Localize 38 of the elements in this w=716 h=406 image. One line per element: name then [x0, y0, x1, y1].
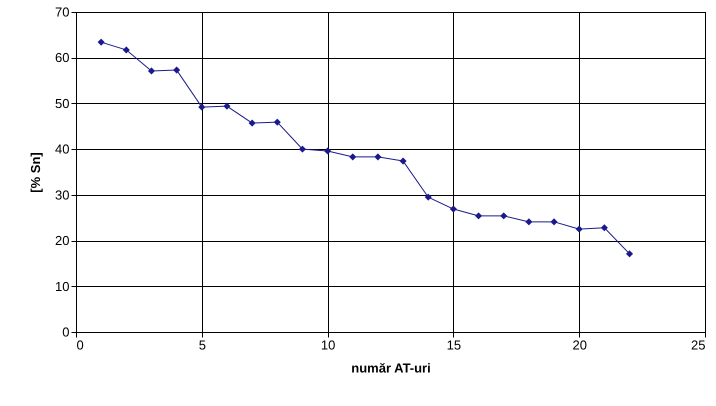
y-tick-label: 40	[55, 142, 70, 157]
point	[349, 153, 356, 160]
point	[274, 118, 281, 126]
y-tick-label: 0	[62, 324, 70, 340]
point	[550, 218, 558, 226]
x-tick-label: 15	[446, 338, 462, 352]
point	[148, 67, 156, 75]
point	[400, 157, 407, 165]
point	[500, 212, 508, 220]
y-tick-label: 70	[55, 4, 70, 20]
point	[450, 205, 457, 213]
point	[626, 250, 634, 258]
x-tick-label: 0	[76, 338, 84, 352]
point	[248, 120, 256, 127]
y-axis-title: [% Sn]	[28, 152, 44, 193]
y-tick-label: 30	[55, 187, 70, 202]
point	[475, 212, 482, 220]
x-axis-title: număr AT-uri	[351, 360, 431, 376]
point	[600, 224, 608, 232]
y-tick-label: 20	[55, 233, 70, 248]
point	[424, 194, 432, 201]
point	[324, 147, 332, 155]
point	[98, 38, 105, 46]
point	[298, 146, 306, 153]
point	[525, 218, 532, 226]
x-tick-label: 5	[198, 338, 206, 352]
y-tick-label: 50	[55, 96, 70, 111]
point	[173, 66, 180, 74]
y-tick-label: 10	[55, 278, 70, 294]
x-tick-label: 20	[572, 338, 587, 352]
x-tick-label: 10	[320, 338, 336, 352]
point	[122, 46, 130, 54]
point	[576, 226, 583, 233]
point	[223, 102, 230, 110]
point	[198, 104, 206, 111]
y-tick-label: 60	[55, 50, 70, 66]
point	[374, 153, 382, 160]
x-tick-label: 25	[691, 338, 706, 352]
